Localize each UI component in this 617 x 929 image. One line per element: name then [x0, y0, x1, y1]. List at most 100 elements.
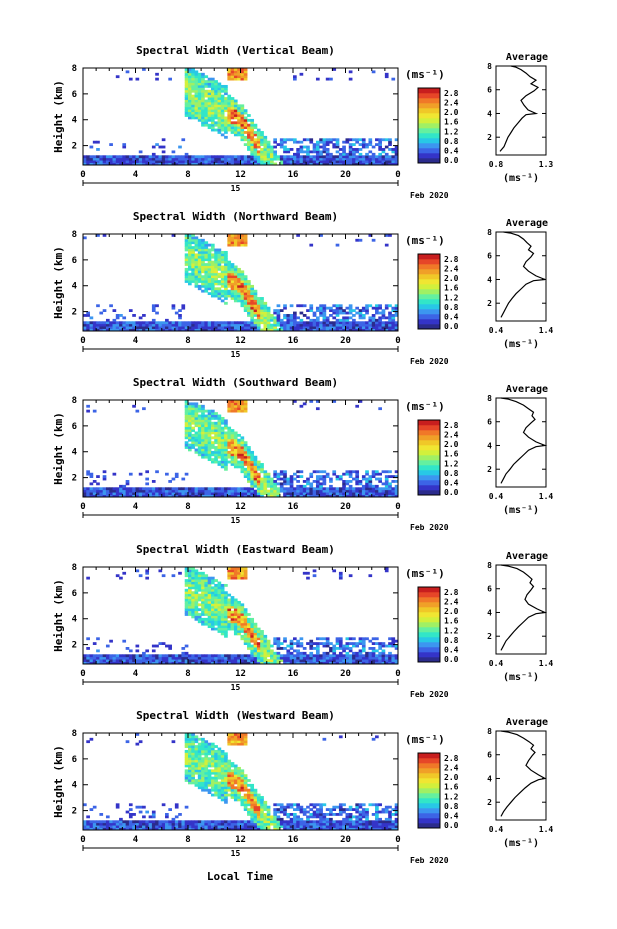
heatmap-cell	[119, 820, 123, 824]
heatmap-cell	[201, 752, 205, 756]
heatmap-cell	[283, 326, 287, 329]
heatmap-cell	[384, 326, 389, 329]
heatmap-cell	[243, 275, 248, 279]
x-tick-label: 0	[395, 336, 400, 346]
heatmap-cell	[207, 118, 212, 122]
heatmap-cell	[237, 433, 241, 437]
heatmap-cell	[224, 492, 228, 495]
heatmap-cell	[270, 160, 274, 163]
heatmap-cell	[184, 248, 189, 252]
heatmap-cell	[201, 591, 205, 595]
heatmap-cell	[89, 157, 94, 161]
heatmap-cell	[214, 267, 218, 271]
heatmap-cell	[207, 489, 212, 493]
heatmap-cell	[276, 318, 281, 322]
heatmap-cell	[256, 627, 261, 631]
heatmap-cell	[345, 326, 350, 329]
heatmap-cell	[197, 827, 202, 831]
heatmap-cell	[266, 323, 271, 327]
heatmap-cell	[109, 162, 113, 166]
heatmap-cell	[188, 253, 192, 257]
heatmap-cell	[151, 309, 156, 312]
heatmap-cell	[256, 637, 261, 641]
average-title: Average	[506, 551, 548, 562]
heatmap-cell	[158, 825, 163, 828]
heatmap-cell	[168, 654, 172, 658]
heatmap-cell	[210, 494, 215, 498]
heatmap-cell	[201, 779, 205, 782]
heatmap-cell	[224, 463, 228, 466]
heatmap-cell	[125, 157, 130, 161]
heatmap-cell	[365, 309, 369, 312]
heatmap-cell	[191, 494, 195, 498]
heatmap-cell	[210, 827, 215, 831]
heatmap-cell	[207, 123, 212, 127]
heatmap-cell	[142, 825, 146, 828]
heatmap-cell	[306, 323, 310, 327]
heatmap-cell	[142, 155, 146, 159]
heatmap-cell	[233, 297, 238, 300]
heatmap-cell	[178, 309, 182, 312]
heatmap-cell	[342, 321, 346, 325]
heatmap-cell	[335, 304, 340, 308]
heatmap-cell	[184, 656, 189, 660]
heatmap-cell	[240, 460, 245, 464]
heatmap-cell	[207, 742, 212, 746]
heatmap-cell	[279, 659, 284, 662]
heatmap-cell	[220, 487, 225, 491]
heatmap-cell	[256, 297, 261, 300]
heatmap-cell	[293, 311, 297, 315]
heatmap-cell	[105, 492, 110, 495]
heatmap-cell	[158, 569, 163, 573]
heatmap-cell	[338, 637, 343, 641]
heatmap-cell	[168, 825, 172, 828]
heatmap-cell	[250, 627, 255, 631]
heatmap-cell	[125, 822, 130, 826]
heatmap-cell	[214, 827, 218, 831]
heatmap-cell	[217, 617, 222, 621]
heatmap-cell	[151, 656, 156, 660]
heatmap-cell	[204, 106, 209, 110]
heatmap-cell	[306, 152, 310, 156]
heatmap-cell	[273, 475, 277, 478]
heatmap-cell	[105, 659, 110, 662]
heatmap-cell	[368, 639, 373, 643]
heatmap-cell	[194, 617, 199, 621]
heatmap-cell	[201, 749, 205, 753]
heatmap-cell	[325, 637, 330, 641]
heatmap-cell	[207, 431, 212, 435]
heatmap-cell	[371, 492, 376, 495]
heatmap-cell	[184, 106, 189, 110]
heatmap-cell	[270, 661, 274, 665]
heatmap-cell	[302, 656, 307, 660]
heatmap-cell	[378, 644, 382, 648]
heatmap-cell	[89, 494, 94, 498]
heatmap-cell	[168, 489, 172, 493]
heatmap-cell	[352, 152, 356, 156]
heatmap-cell	[256, 131, 261, 134]
heatmap-cell	[256, 301, 261, 305]
heatmap-cell	[191, 404, 195, 408]
heatmap-cell	[263, 639, 268, 643]
heatmap-cell	[210, 282, 215, 286]
heatmap-cell	[102, 234, 107, 237]
heatmap-cell	[99, 820, 104, 824]
heatmap-cell	[122, 160, 127, 163]
heatmap-cell	[188, 155, 192, 159]
heatmap-cell	[188, 443, 192, 447]
heatmap-cell	[201, 494, 205, 498]
heatmap-cell	[289, 651, 294, 655]
heatmap-cell	[315, 143, 320, 146]
heatmap-cell	[266, 326, 271, 329]
colorbar-swatch	[418, 254, 440, 260]
heatmap-cell	[184, 822, 189, 826]
heatmap-cell	[214, 583, 218, 587]
heatmap-cell	[224, 448, 228, 452]
heatmap-cell	[247, 287, 251, 291]
heatmap-cell	[171, 827, 176, 831]
heatmap-cell	[302, 321, 307, 325]
heatmap-cell	[279, 162, 284, 166]
heatmap-cell	[243, 116, 248, 120]
heatmap-cell	[151, 661, 156, 665]
heatmap-cell	[191, 591, 195, 595]
